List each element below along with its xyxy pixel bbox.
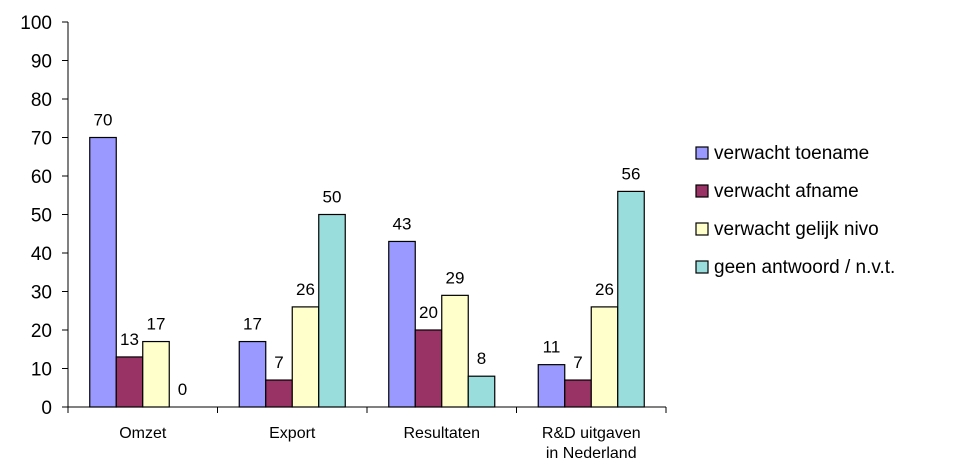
bar	[238, 340, 267, 408]
bar	[467, 375, 496, 408]
bar	[564, 379, 592, 408]
data-label: 20	[419, 303, 438, 322]
bar	[590, 306, 619, 408]
y-tick-label: 90	[31, 52, 52, 73]
bar	[318, 213, 346, 408]
data-label: 56	[622, 164, 641, 183]
y-tick-label: 20	[31, 321, 52, 342]
bar	[441, 294, 469, 408]
data-label: 0	[178, 380, 187, 399]
x-category-label-line: in Nederland	[546, 445, 637, 462]
bar	[291, 306, 320, 408]
data-label: 7	[274, 353, 283, 372]
data-label: 26	[296, 280, 315, 299]
data-label: 13	[120, 330, 139, 349]
y-tick-label: 70	[31, 129, 52, 150]
bar	[265, 379, 293, 408]
y-tick-label: 30	[31, 283, 52, 304]
y-tick-label: 50	[31, 206, 52, 227]
x-category-label: Export	[269, 425, 316, 442]
x-category-label-line: Resultaten	[404, 425, 481, 442]
legend-label: verwacht afname	[714, 181, 859, 202]
x-category-label-line: R&D uitgaven	[542, 425, 641, 442]
legend-swatch	[695, 222, 709, 236]
legend-swatch	[695, 146, 709, 160]
bar	[388, 240, 416, 408]
y-tick-label: 0	[41, 398, 52, 419]
bar	[115, 356, 144, 408]
y-tick-label: 100	[20, 13, 52, 34]
legend-label: verwacht toename	[714, 143, 869, 164]
bars	[89, 136, 645, 408]
legend-label: verwacht gelijk nivo	[714, 219, 879, 240]
y-tick-label: 10	[31, 360, 52, 381]
data-label: 43	[393, 214, 412, 233]
y-tick-label: 80	[31, 90, 52, 111]
bar	[142, 340, 170, 408]
data-label: 29	[446, 268, 465, 287]
data-label: 26	[595, 280, 614, 299]
x-category-label: Omzet	[119, 425, 167, 442]
x-category-label-line: Export	[269, 425, 316, 442]
data-label: 17	[243, 315, 262, 334]
data-label: 11	[543, 338, 561, 357]
data-label: 7	[573, 353, 582, 372]
legend-swatch	[695, 260, 709, 274]
y-tick-label: 40	[31, 244, 52, 265]
legend: verwacht toename verwacht afname verwacht …	[695, 143, 895, 278]
data-labels: 70 17 43 11 13 7 20 7 17 26 29 26 0 50 8 56	[94, 111, 641, 400]
bar	[617, 190, 645, 408]
bar	[414, 329, 443, 408]
data-label: 50	[323, 188, 342, 207]
legend-label: geen antwoord / n.v.t.	[714, 257, 895, 278]
bar	[89, 136, 117, 408]
x-category-label: R&D uitgaven in Nederland	[542, 425, 641, 462]
bar	[537, 364, 566, 408]
x-category-label: Resultaten	[404, 425, 481, 442]
data-label: 17	[147, 315, 166, 334]
x-category-label-line: Omzet	[119, 425, 167, 442]
data-label: 8	[477, 349, 486, 368]
y-tick-label: 60	[31, 167, 52, 188]
data-label: 70	[94, 111, 113, 130]
legend-swatch	[695, 184, 709, 198]
